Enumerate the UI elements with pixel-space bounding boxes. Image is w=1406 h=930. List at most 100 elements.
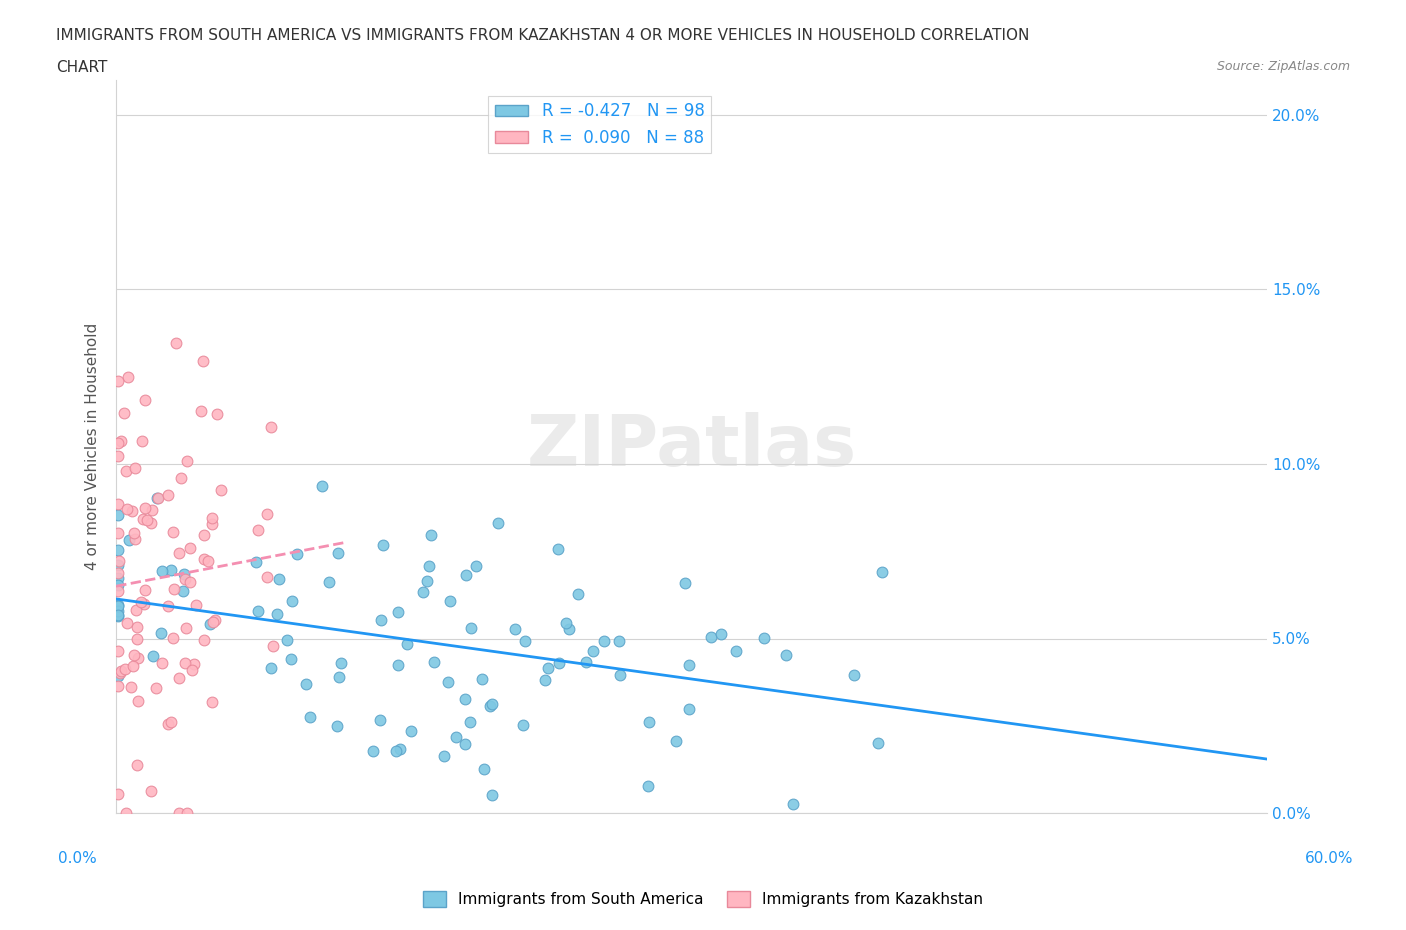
Point: [433, 749, 456, 764]
Point: [775, 648, 797, 663]
Point: [134, 392, 156, 407]
Point: [311, 478, 333, 493]
Point: [110, 664, 132, 679]
Point: [387, 604, 409, 619]
Point: [150, 564, 173, 578]
Point: [167, 546, 190, 561]
Point: [554, 616, 576, 631]
Point: [110, 433, 132, 448]
Point: [184, 597, 207, 612]
Point: [361, 744, 384, 759]
Point: [276, 632, 298, 647]
Point: [121, 504, 143, 519]
Point: [107, 449, 129, 464]
Point: [132, 512, 155, 526]
Point: [256, 569, 278, 584]
Point: [107, 508, 129, 523]
Point: [107, 598, 129, 613]
Point: [132, 596, 155, 611]
Point: [183, 657, 205, 671]
Point: [125, 758, 148, 773]
Point: [465, 559, 488, 574]
Point: [724, 644, 747, 658]
Point: [124, 532, 146, 547]
Legend: Immigrants from South America, Immigrants from Kazakhstan: Immigrants from South America, Immigrant…: [418, 884, 988, 913]
Point: [125, 602, 148, 617]
Point: [439, 593, 461, 608]
Point: [107, 566, 129, 581]
Point: [121, 658, 143, 673]
Point: [107, 497, 129, 512]
Point: [582, 644, 605, 658]
Point: [678, 658, 700, 672]
Point: [160, 714, 183, 729]
Point: [205, 406, 228, 421]
Y-axis label: 4 or more Vehicles in Household: 4 or more Vehicles in Household: [86, 323, 100, 570]
Point: [107, 373, 129, 388]
Point: [150, 625, 173, 640]
Point: [329, 656, 352, 671]
Point: [190, 404, 212, 418]
Point: [165, 336, 187, 351]
Point: [399, 724, 422, 738]
Point: [209, 483, 232, 498]
Point: [370, 712, 392, 727]
Point: [107, 436, 129, 451]
Point: [436, 674, 458, 689]
Point: [167, 671, 190, 685]
Point: [107, 542, 129, 557]
Point: [134, 501, 156, 516]
Point: [280, 652, 302, 667]
Point: [108, 666, 131, 681]
Point: [471, 671, 494, 686]
Point: [191, 354, 214, 369]
Point: [118, 533, 141, 548]
Point: [575, 655, 598, 670]
Point: [169, 805, 191, 820]
Point: [481, 787, 503, 802]
Point: [163, 581, 186, 596]
Point: [107, 679, 129, 694]
Point: [127, 631, 149, 646]
Point: [141, 783, 163, 798]
Point: [536, 661, 558, 676]
Point: [107, 525, 129, 540]
Point: [146, 490, 169, 505]
Point: [512, 718, 534, 733]
Point: [534, 672, 557, 687]
Point: [176, 454, 198, 469]
Text: CHART: CHART: [56, 60, 108, 75]
Point: [181, 663, 204, 678]
Point: [157, 716, 180, 731]
Point: [176, 805, 198, 820]
Point: [201, 511, 224, 525]
Point: [245, 555, 267, 570]
Point: [179, 575, 201, 590]
Point: [385, 743, 408, 758]
Point: [107, 583, 129, 598]
Point: [548, 655, 571, 670]
Point: [479, 698, 502, 713]
Point: [371, 538, 394, 552]
Point: [607, 633, 630, 648]
Point: [318, 575, 340, 590]
Point: [204, 613, 226, 628]
Point: [388, 741, 411, 756]
Point: [107, 607, 129, 622]
Point: [146, 490, 169, 505]
Point: [107, 604, 129, 618]
Point: [678, 701, 700, 716]
Point: [503, 621, 526, 636]
Text: ZIPatlas: ZIPatlas: [527, 412, 856, 481]
Point: [260, 419, 283, 434]
Point: [472, 762, 495, 777]
Point: [107, 787, 129, 802]
Point: [131, 433, 153, 448]
Text: 0.0%: 0.0%: [58, 851, 97, 866]
Point: [134, 582, 156, 597]
Point: [112, 405, 135, 420]
Point: [115, 502, 138, 517]
Point: [262, 639, 284, 654]
Point: [173, 566, 195, 581]
Point: [567, 586, 589, 601]
